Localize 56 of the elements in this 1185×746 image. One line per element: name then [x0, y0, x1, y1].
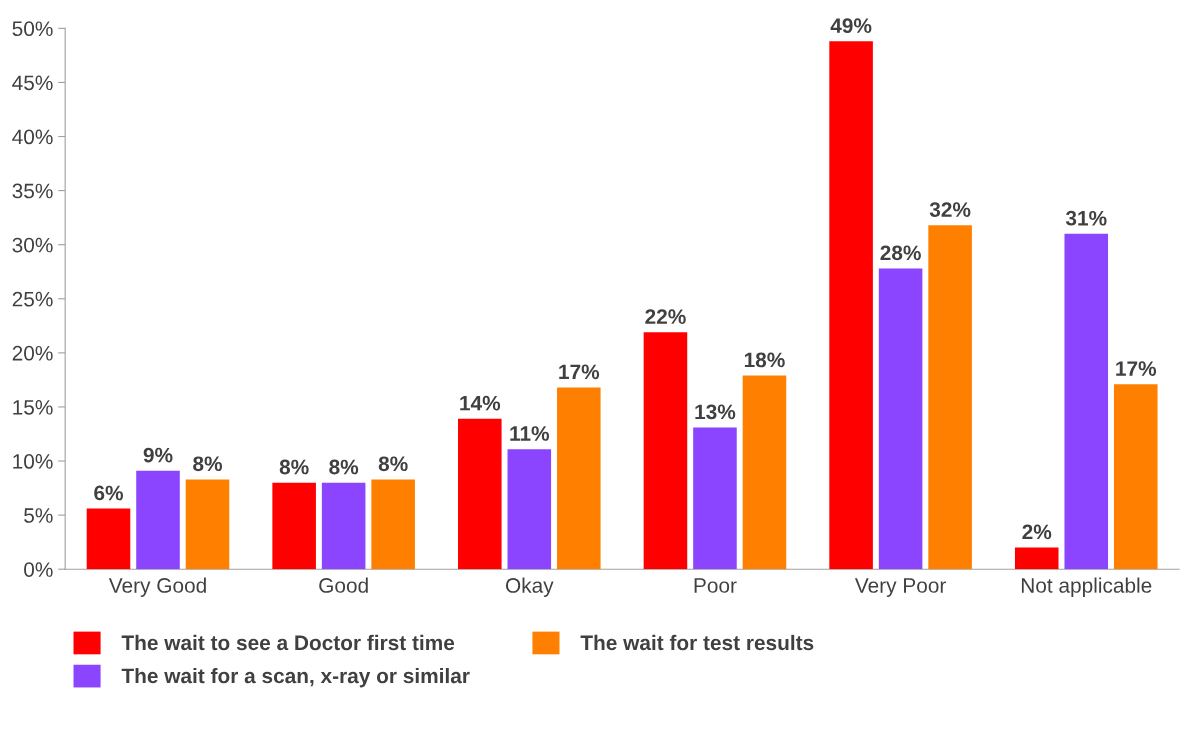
legend-label: The wait for test results [580, 634, 814, 651]
y-tick-label: 50% [12, 21, 53, 37]
bar [557, 387, 601, 570]
bar [928, 225, 972, 570]
x-tick-label: Very Poor [854, 578, 946, 597]
data-label: 14% [460, 395, 501, 411]
bar [185, 479, 230, 570]
data-label: 8% [193, 456, 223, 472]
bar [86, 508, 131, 570]
data-label: 2% [1022, 524, 1052, 540]
data-label: 49% [830, 18, 872, 34]
data-label: 18% [744, 352, 785, 368]
x-tick-label: Okay [505, 577, 554, 597]
data-label: 17% [1116, 361, 1157, 376]
x-tick-label: Poor [694, 578, 737, 593]
y-tick-label: 5% [24, 508, 53, 523]
x-tick-label: Not applicable [1021, 577, 1152, 597]
y-tick-label: 0% [24, 562, 53, 577]
bar [1113, 384, 1158, 570]
bar [272, 482, 316, 570]
bar [1064, 233, 1109, 570]
data-label: 8% [279, 459, 309, 475]
data-label: 13% [695, 404, 736, 420]
bar [458, 418, 502, 570]
bar [136, 470, 180, 570]
bar [693, 427, 737, 570]
bar [643, 332, 688, 570]
y-tick-label: 40% [12, 129, 53, 145]
bar [507, 449, 552, 570]
bar [829, 41, 873, 570]
x-tick-label: Good [319, 577, 368, 593]
bar [321, 482, 366, 570]
y-tick-label: 10% [13, 454, 53, 469]
bar [878, 268, 923, 570]
legend-label: The wait to see a Doctor first time [121, 634, 455, 651]
y-tick-label: 15% [13, 400, 53, 415]
y-tick-label: 35% [12, 183, 53, 199]
data-label: 22% [645, 309, 686, 324]
legend-label: The wait for a scan, x-ray or similar [121, 667, 470, 688]
data-label: 8% [329, 459, 359, 475]
y-tick-label: 45% [12, 75, 53, 91]
data-label: 31% [1065, 210, 1107, 226]
bar [1014, 547, 1059, 570]
bar [371, 479, 415, 570]
data-label: 28% [880, 245, 921, 261]
data-label: 17% [559, 364, 600, 380]
data-label: 32% [929, 202, 971, 217]
data-label: 9% [143, 447, 173, 463]
data-label: 8% [378, 456, 408, 472]
data-label: 6% [94, 485, 123, 501]
y-tick-label: 25% [12, 291, 53, 307]
bar [742, 375, 787, 570]
y-tick-label: 20% [12, 345, 53, 361]
data-label: 11% [510, 426, 550, 441]
y-tick-label: 30% [12, 237, 53, 253]
x-tick-label: Very Good [108, 577, 206, 597]
